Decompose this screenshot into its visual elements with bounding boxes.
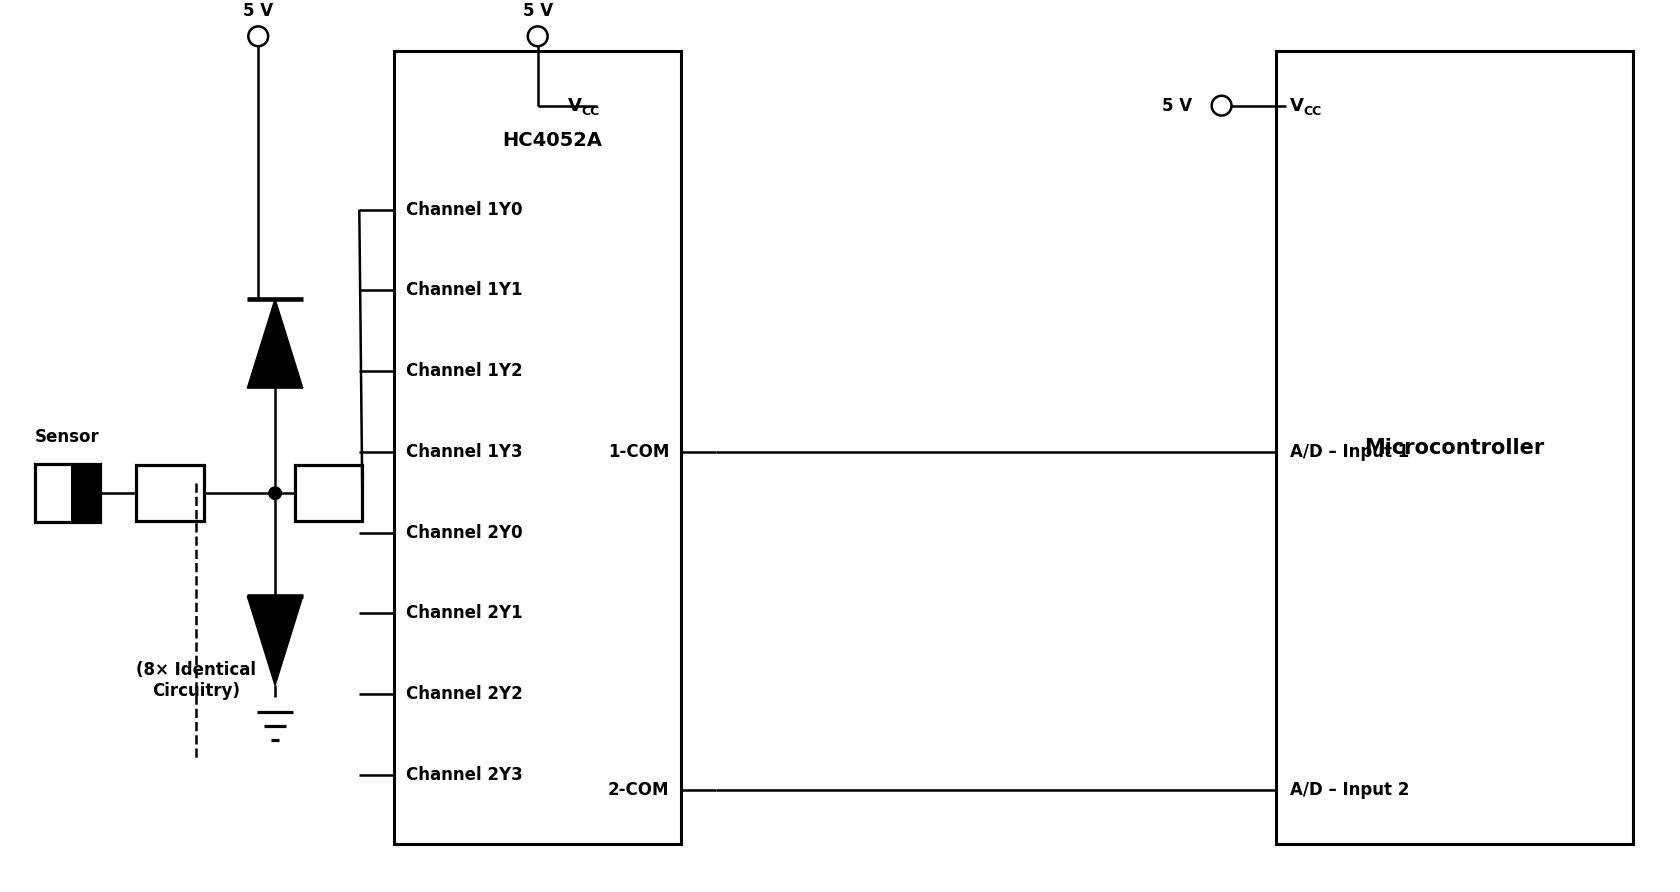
- Bar: [35, 465, 99, 522]
- Text: V: V: [1290, 96, 1304, 115]
- Text: 5 V: 5 V: [1163, 96, 1193, 115]
- Text: Channel 1Y3: Channel 1Y3: [407, 442, 522, 461]
- Bar: [136, 466, 203, 521]
- Text: A/D – Input 2: A/D – Input 2: [1290, 780, 1410, 798]
- Text: Channel 1Y1: Channel 1Y1: [407, 281, 522, 300]
- Text: 1-COM: 1-COM: [608, 442, 670, 461]
- Text: CC: CC: [581, 105, 600, 118]
- Circle shape: [1211, 95, 1231, 116]
- Circle shape: [528, 27, 548, 46]
- Polygon shape: [247, 596, 302, 685]
- Bar: [395, 51, 682, 844]
- Text: Microcontroller: Microcontroller: [1364, 438, 1544, 458]
- Text: Channel 2Y0: Channel 2Y0: [407, 524, 522, 541]
- Text: HC4052A: HC4052A: [502, 131, 601, 150]
- Bar: [71, 465, 99, 522]
- Text: Sensor: Sensor: [35, 427, 99, 446]
- Circle shape: [269, 486, 282, 500]
- Polygon shape: [247, 299, 302, 388]
- Text: CC: CC: [1304, 105, 1322, 118]
- Text: V: V: [568, 96, 581, 115]
- Text: Channel 2Y2: Channel 2Y2: [407, 685, 522, 703]
- Bar: [1277, 51, 1633, 844]
- Text: 2-COM: 2-COM: [608, 780, 670, 798]
- Text: 5 V: 5 V: [244, 3, 274, 21]
- Text: Channel 1Y0: Channel 1Y0: [407, 201, 522, 219]
- Text: Channel 2Y3: Channel 2Y3: [407, 765, 522, 784]
- Text: Channel 1Y2: Channel 1Y2: [407, 362, 522, 380]
- Text: 5 V: 5 V: [522, 3, 553, 21]
- Circle shape: [249, 27, 269, 46]
- Bar: [296, 466, 363, 521]
- Text: (8× Identical
Circuitry): (8× Identical Circuitry): [136, 661, 255, 700]
- Text: Channel 2Y1: Channel 2Y1: [407, 604, 522, 623]
- Text: A/D – Input 1: A/D – Input 1: [1290, 442, 1410, 461]
